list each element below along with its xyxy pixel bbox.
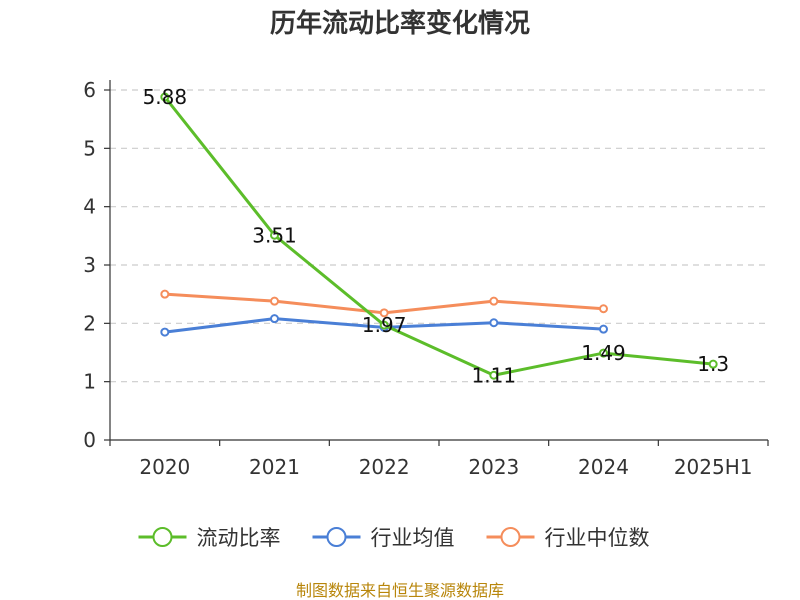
data-point[interactable] [270,296,279,306]
axes: 0 1 2 3 4 5 6 2020 2021 2022 2023 2024 2025H1 [83,78,769,479]
data-point[interactable] [489,318,499,328]
data-point[interactable] [489,296,499,306]
data-label: 1.97 [362,313,407,337]
data-label: 3.51 [252,223,297,247]
y-tick-label: 4 [83,195,96,219]
data-label: 1.11 [472,363,517,387]
x-tick-label: 2024 [578,455,629,479]
legend-marker [326,527,347,547]
data-point[interactable] [379,320,389,330]
series-group [160,92,718,380]
data-point[interactable] [160,92,170,102]
data-label: 5.88 [143,85,188,109]
legend-marker [152,527,173,547]
data-point[interactable] [599,348,608,358]
grid [110,89,768,383]
data-point[interactable] [160,289,170,299]
x-tick-label: 2023 [468,455,519,479]
legend-item[interactable]: 行业均值 [312,526,455,550]
legend[interactable]: 流动比率 行业均值 行业中位数 [138,526,650,550]
y-tick-label: 0 [83,428,96,452]
data-point[interactable] [270,314,279,324]
data-point[interactable] [599,304,608,314]
data-labels: 5.88 3.51 1.97 1.11 1.49 1.3 [143,85,730,387]
data-point[interactable] [489,370,499,380]
legend-label: 流动比率 [197,526,281,550]
y-tick-label: 5 [83,136,96,160]
legend-label: 行业均值 [371,526,455,550]
y-tick-label: 1 [83,370,96,394]
legend-marker [500,527,521,547]
chart-title: 历年流动比率变化情况 [270,8,530,39]
y-tick-label: 3 [83,253,96,277]
data-label: 1.3 [697,352,729,376]
legend-item[interactable]: 流动比率 [138,526,281,550]
x-tick-label: 2020 [139,455,190,479]
y-tick-label: 6 [83,78,96,102]
data-point[interactable] [708,359,718,369]
x-tick-label: 2022 [359,455,410,479]
series-line [163,96,714,377]
legend-label: 行业中位数 [545,526,650,550]
source-footer: 制图数据来自恒生聚源数据库 [296,581,504,600]
data-point[interactable] [379,308,389,318]
data-label: 1.49 [581,341,626,365]
data-point[interactable] [160,327,170,337]
data-point[interactable] [599,324,608,334]
legend-item[interactable]: 行业中位数 [486,526,650,550]
y-tick-label: 2 [83,311,96,335]
x-tick-label: 2021 [249,455,300,479]
data-point[interactable] [270,230,279,240]
x-tick-label: 2025H1 [674,455,753,479]
